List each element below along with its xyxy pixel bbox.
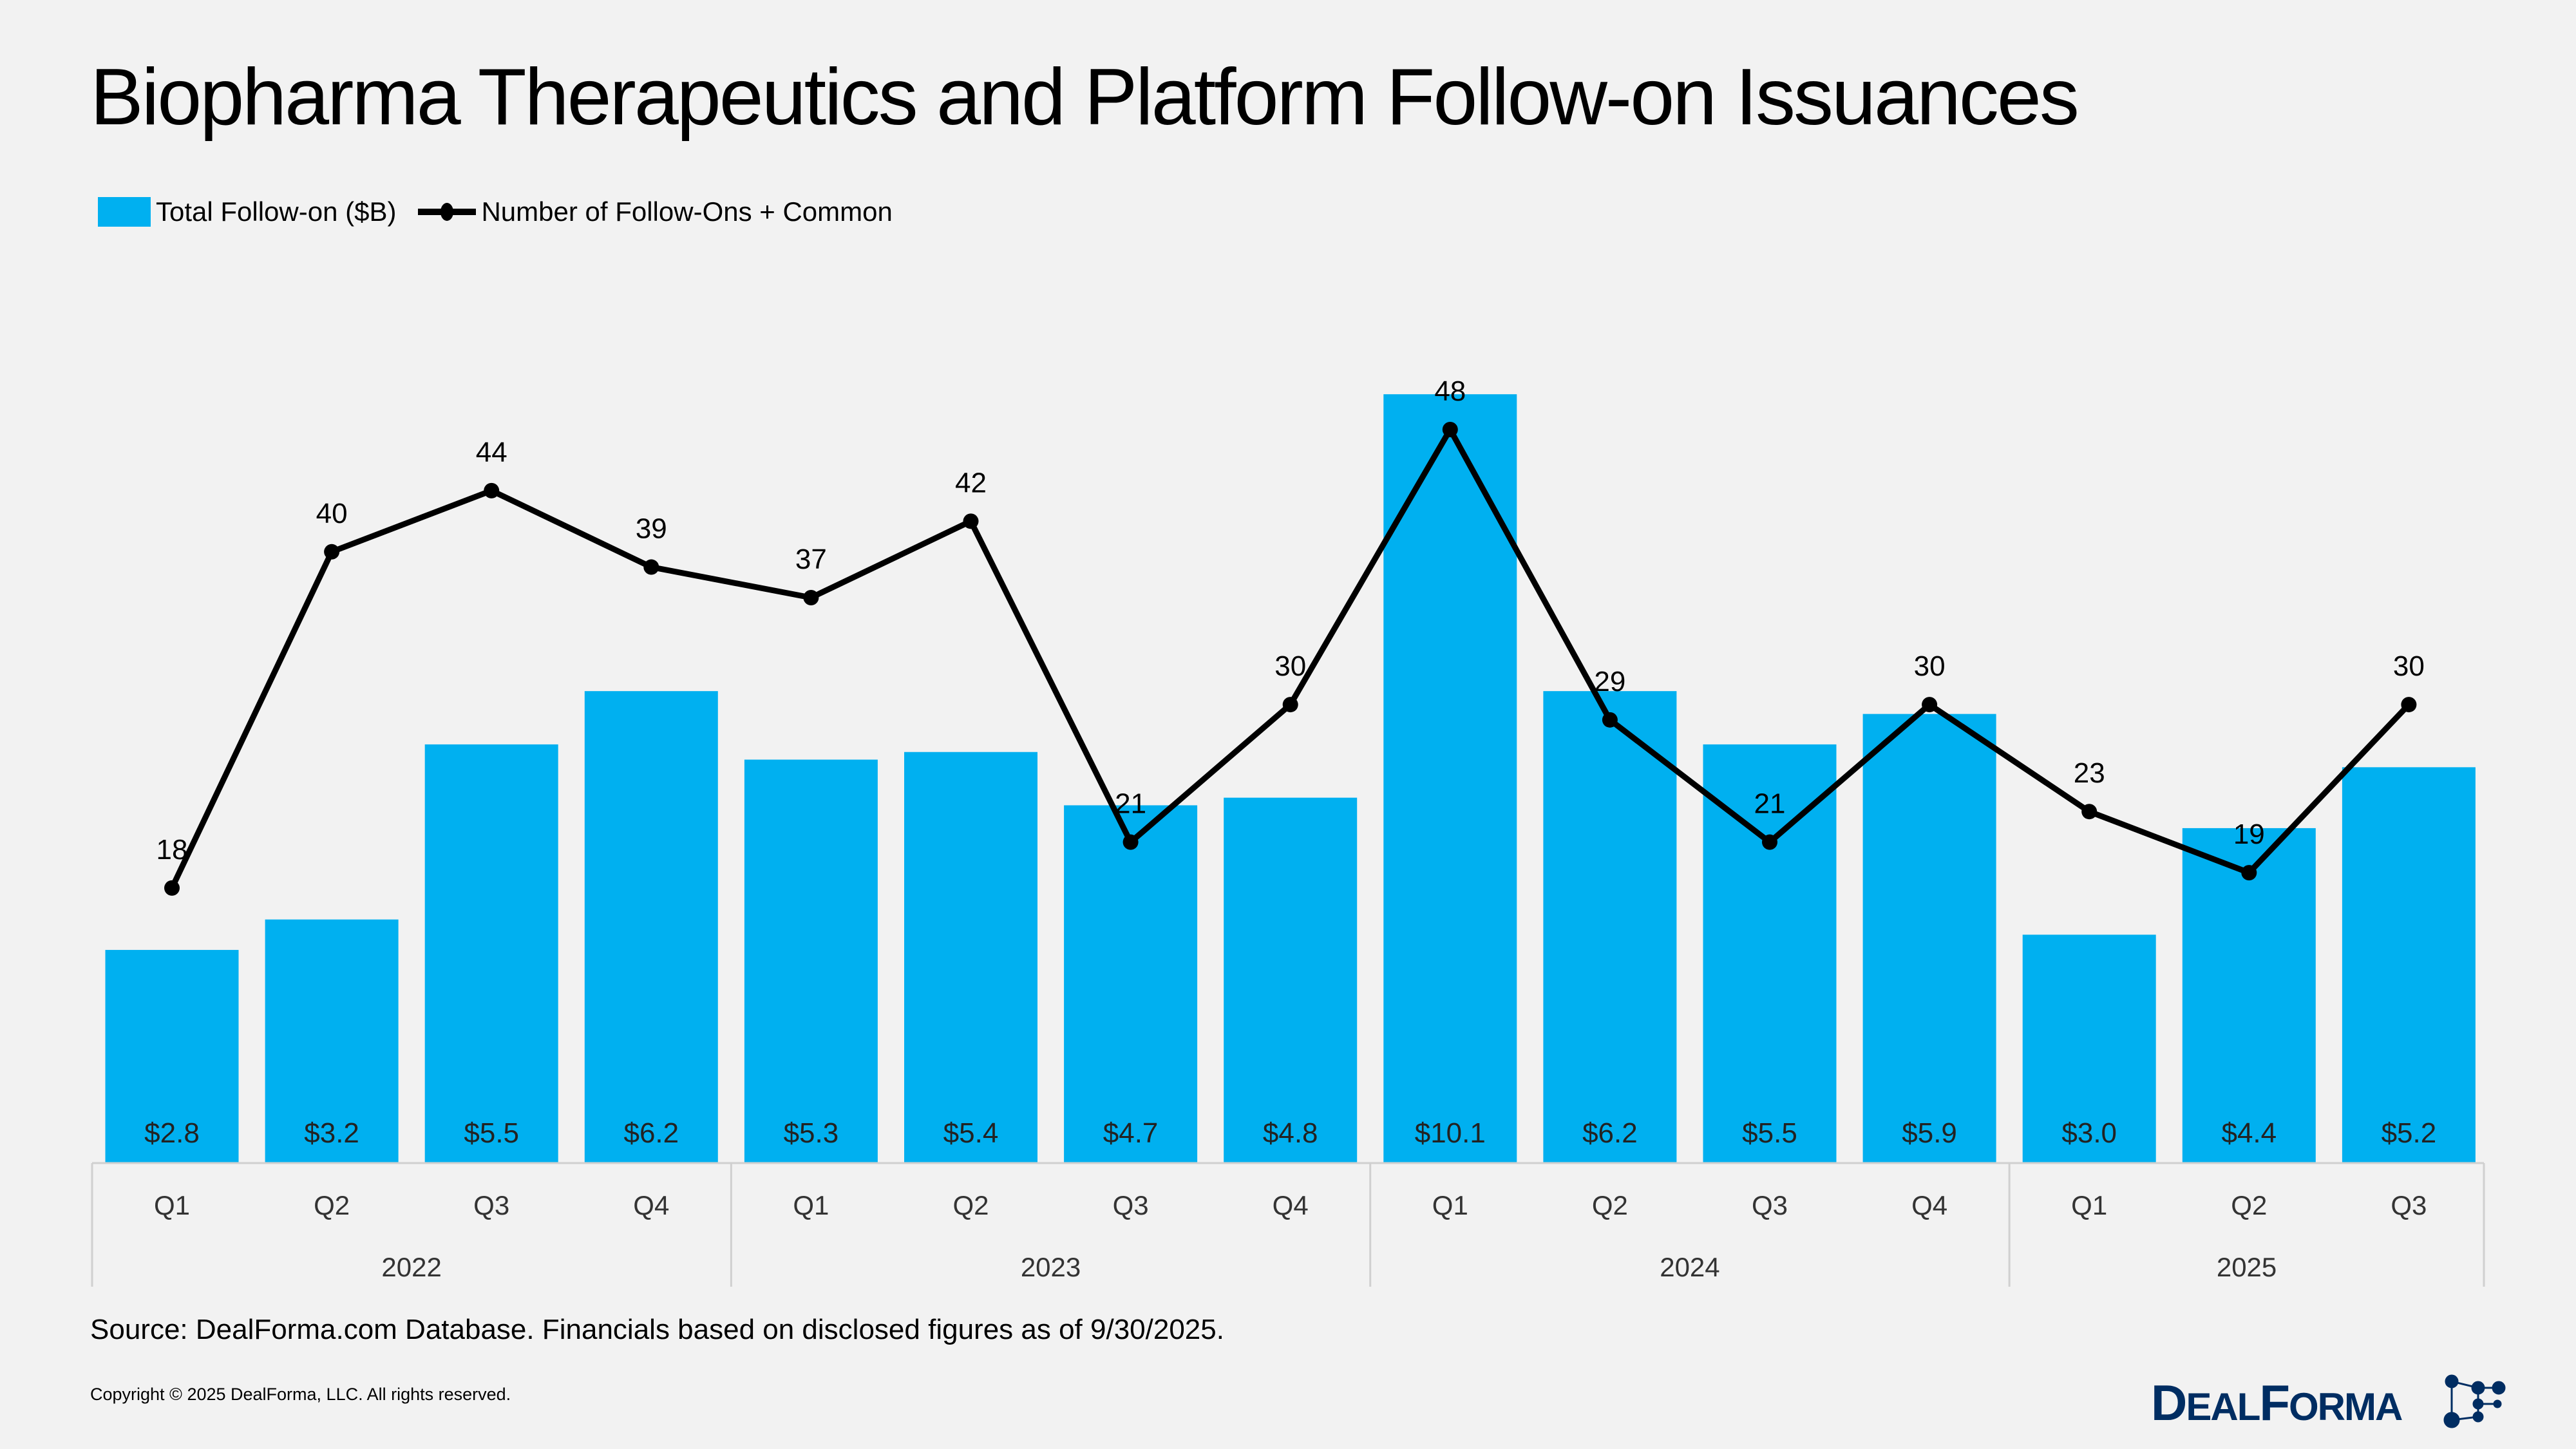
line-data-label: 30: [1914, 650, 1946, 682]
line-point: [1442, 421, 1458, 437]
line-data-label: 48: [1434, 375, 1466, 407]
bar: [1224, 797, 1358, 1163]
bar: [584, 691, 718, 1163]
quarter-label: Q2: [1592, 1190, 1628, 1220]
bar-data-label: $6.2: [1582, 1117, 1638, 1149]
quarter-label: Q2: [314, 1190, 350, 1220]
bar: [424, 744, 558, 1163]
year-label: 2025: [2217, 1252, 2277, 1282]
quarter-label: Q1: [2071, 1190, 2107, 1220]
quarter-label: Q2: [2231, 1190, 2267, 1220]
copyright: Copyright © 2025 DealForma, LLC. All rig…: [90, 1385, 511, 1404]
line-data-label: 30: [2393, 650, 2425, 682]
bar-data-label: $6.2: [623, 1117, 679, 1149]
bar-data-label: $5.4: [943, 1117, 999, 1149]
year-label: 2024: [1660, 1252, 1719, 1282]
bar: [904, 752, 1037, 1163]
line-point: [164, 880, 180, 896]
bar-data-label: $10.1: [1415, 1117, 1486, 1149]
line-data-label: 18: [156, 834, 188, 866]
bar: [105, 950, 239, 1163]
bar-data-label: $5.5: [464, 1117, 519, 1149]
line-point: [803, 589, 819, 605]
line-data-label: 44: [476, 437, 507, 468]
bar: [1064, 805, 1198, 1163]
line-point: [1282, 697, 1298, 713]
year-label: 2023: [1021, 1252, 1081, 1282]
bar: [1703, 744, 1837, 1163]
bar: [2022, 934, 2156, 1163]
legend-label-bar: Total Follow-on ($B): [156, 196, 397, 227]
line-point: [1602, 712, 1618, 728]
source-note: Source: DealForma.com Database. Financia…: [90, 1314, 1224, 1345]
quarter-label: Q3: [2391, 1190, 2427, 1220]
quarter-label: Q3: [1752, 1190, 1788, 1220]
quarter-label: Q4: [1911, 1190, 1947, 1220]
legend-swatch-bar: [98, 197, 151, 227]
quarter-label: Q2: [952, 1190, 989, 1220]
line-data-label: 29: [1594, 666, 1625, 697]
dealforma-logo: DEALFORMA: [2151, 1374, 2506, 1430]
line-point: [963, 513, 979, 529]
quarter-label: Q1: [793, 1190, 829, 1220]
line-point: [2401, 697, 2417, 713]
bar-data-label: $2.8: [144, 1117, 200, 1149]
line-data-label: 19: [2233, 819, 2265, 850]
quarter-label: Q1: [1432, 1190, 1468, 1220]
legend-label-line: Number of Follow-Ons + Common: [481, 196, 893, 227]
bar-data-label: $3.2: [304, 1117, 359, 1149]
quarter-label: Q4: [1273, 1190, 1309, 1220]
line-data-label: 23: [2074, 757, 2105, 789]
quarter-label: Q1: [154, 1190, 190, 1220]
line-point: [324, 544, 340, 560]
line-point: [1762, 834, 1777, 850]
line-point: [643, 559, 659, 575]
svg-text:DEALFORMA: DEALFORMA: [2151, 1374, 2402, 1430]
bar: [1383, 394, 1517, 1164]
legend: Total Follow-on ($B) Number of Follow-On…: [98, 196, 893, 227]
line-data-label: 42: [955, 467, 987, 498]
line-data-label: 21: [1115, 788, 1146, 820]
bar-data-label: $4.4: [2221, 1117, 2277, 1149]
bar: [1862, 714, 1996, 1163]
line-point: [484, 482, 500, 498]
year-label: 2022: [381, 1252, 441, 1282]
quarter-label: Q3: [1113, 1190, 1149, 1220]
line-point: [1922, 697, 1938, 713]
bar: [1543, 691, 1677, 1163]
bar: [265, 919, 399, 1163]
bar: [744, 759, 878, 1163]
legend-swatch-line: [418, 203, 477, 221]
line-point: [1122, 834, 1139, 850]
bar-data-label: $5.3: [784, 1117, 839, 1149]
bar-data-label: $5.2: [2382, 1117, 2437, 1149]
line-point: [2081, 804, 2098, 820]
bar: [2342, 767, 2476, 1163]
bar-data-label: $3.0: [2061, 1117, 2117, 1149]
line-point: [2241, 865, 2257, 881]
chart-title: Biopharma Therapeutics and Platform Foll…: [90, 53, 2079, 142]
quarter-label: Q4: [633, 1190, 669, 1220]
quarter-label: Q3: [473, 1190, 509, 1220]
line-data-label: 37: [795, 544, 827, 575]
bar: [2182, 828, 2316, 1163]
line-data-label: 21: [1754, 788, 1786, 820]
line-data-label: 30: [1274, 650, 1306, 682]
line-data-label: 40: [316, 498, 348, 529]
bar-data-label: $5.9: [1902, 1117, 1957, 1149]
bar-data-label: $4.7: [1103, 1117, 1159, 1149]
line-data-label: 39: [636, 513, 667, 545]
bar-data-label: $5.5: [1742, 1117, 1797, 1149]
bar-data-label: $4.8: [1263, 1117, 1318, 1149]
